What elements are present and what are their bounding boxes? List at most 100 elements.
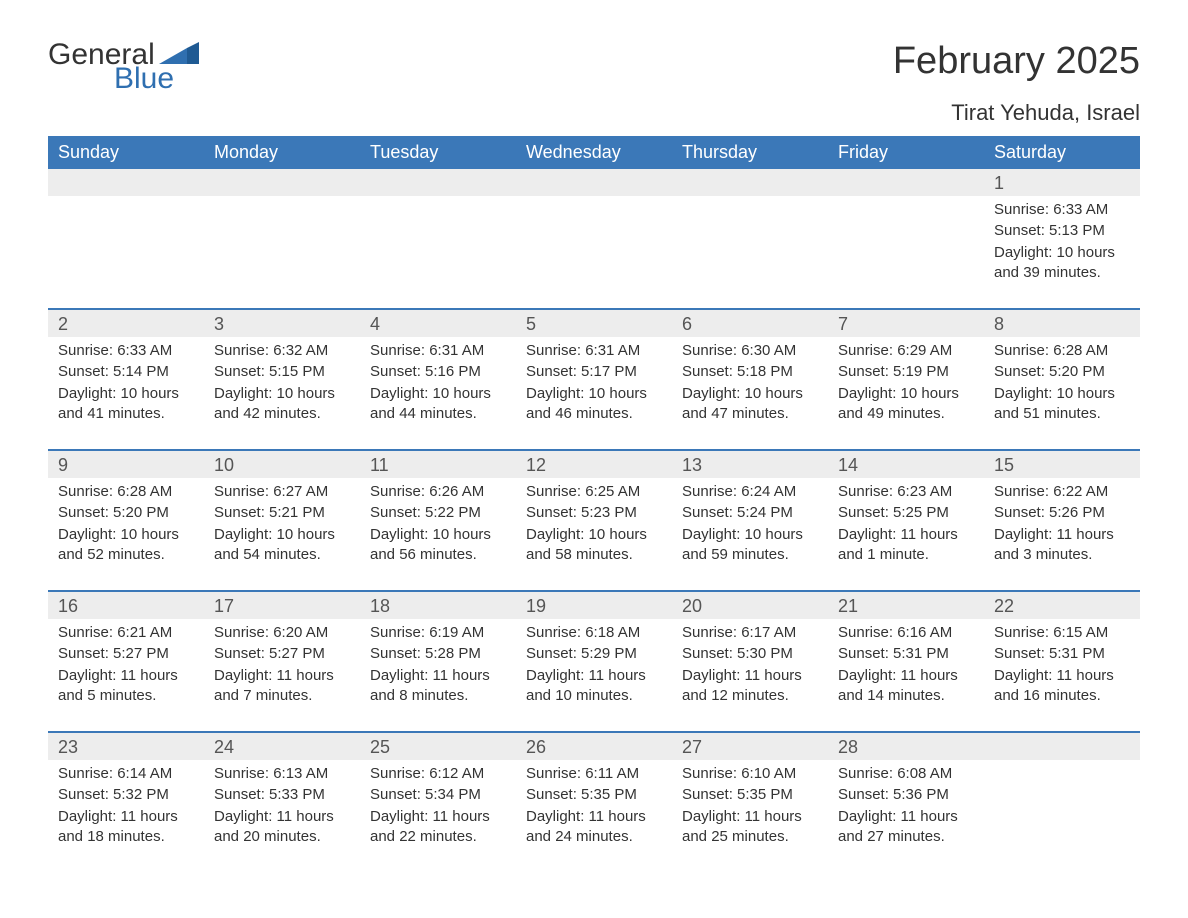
daylight-label: Daylight: 11 hours and 24 minutes.	[526, 807, 662, 848]
day-header: Friday	[828, 136, 984, 169]
daylight-label: Daylight: 10 hours and 41 minutes.	[58, 384, 194, 425]
day-content: Sunrise: 6:13 AMSunset: 5:33 PMDaylight:…	[204, 760, 360, 858]
day-number: 1	[984, 169, 1140, 196]
day-number	[828, 169, 984, 196]
day-content: Sunrise: 6:33 AMSunset: 5:14 PMDaylight:…	[48, 337, 204, 435]
day-content: Sunrise: 6:28 AMSunset: 5:20 PMDaylight:…	[984, 337, 1140, 435]
sunset-label: Sunset: 5:20 PM	[994, 362, 1130, 382]
calendar-cell: 2Sunrise: 6:33 AMSunset: 5:14 PMDaylight…	[48, 310, 204, 450]
sunrise-label: Sunrise: 6:12 AM	[370, 764, 506, 784]
daylight-label: Daylight: 10 hours and 54 minutes.	[214, 525, 350, 566]
page-title: February 2025	[893, 40, 1140, 83]
day-number: 26	[516, 733, 672, 760]
day-number: 16	[48, 592, 204, 619]
day-content: Sunrise: 6:25 AMSunset: 5:23 PMDaylight:…	[516, 478, 672, 576]
day-content	[672, 196, 828, 210]
day-content: Sunrise: 6:08 AMSunset: 5:36 PMDaylight:…	[828, 760, 984, 858]
day-content: Sunrise: 6:31 AMSunset: 5:17 PMDaylight:…	[516, 337, 672, 435]
sunrise-label: Sunrise: 6:19 AM	[370, 623, 506, 643]
calendar-cell: 14Sunrise: 6:23 AMSunset: 5:25 PMDayligh…	[828, 451, 984, 591]
calendar-cell: 6Sunrise: 6:30 AMSunset: 5:18 PMDaylight…	[672, 310, 828, 450]
calendar-cell	[48, 169, 204, 309]
day-content: Sunrise: 6:17 AMSunset: 5:30 PMDaylight:…	[672, 619, 828, 717]
sunset-label: Sunset: 5:13 PM	[994, 221, 1130, 241]
day-number: 12	[516, 451, 672, 478]
daylight-label: Daylight: 11 hours and 5 minutes.	[58, 666, 194, 707]
sunrise-label: Sunrise: 6:31 AM	[370, 341, 506, 361]
day-number: 17	[204, 592, 360, 619]
sunset-label: Sunset: 5:25 PM	[838, 503, 974, 523]
sunrise-label: Sunrise: 6:28 AM	[994, 341, 1130, 361]
calendar-cell: 25Sunrise: 6:12 AMSunset: 5:34 PMDayligh…	[360, 733, 516, 873]
day-content	[204, 196, 360, 210]
day-content	[984, 760, 1140, 774]
daylight-label: Daylight: 11 hours and 18 minutes.	[58, 807, 194, 848]
day-number: 24	[204, 733, 360, 760]
daylight-label: Daylight: 11 hours and 25 minutes.	[682, 807, 818, 848]
calendar-week: 1 Sunrise: 6:33 AMSunset: 5:13 PMDaylight…	[48, 169, 1140, 309]
sunrise-label: Sunrise: 6:31 AM	[526, 341, 662, 361]
day-number: 23	[48, 733, 204, 760]
sunset-label: Sunset: 5:29 PM	[526, 644, 662, 664]
calendar-cell: 8Sunrise: 6:28 AMSunset: 5:20 PMDaylight…	[984, 310, 1140, 450]
day-number: 7	[828, 310, 984, 337]
sunrise-label: Sunrise: 6:16 AM	[838, 623, 974, 643]
sunrise-label: Sunrise: 6:15 AM	[994, 623, 1130, 643]
sunset-label: Sunset: 5:15 PM	[214, 362, 350, 382]
calendar-cell: 10Sunrise: 6:27 AMSunset: 5:21 PMDayligh…	[204, 451, 360, 591]
day-number	[984, 733, 1140, 760]
day-number: 8	[984, 310, 1140, 337]
daylight-label: Daylight: 10 hours and 56 minutes.	[370, 525, 506, 566]
daylight-label: Daylight: 11 hours and 14 minutes.	[838, 666, 974, 707]
day-header-row: Sunday Monday Tuesday Wednesday Thursday…	[48, 136, 1140, 169]
calendar-cell: 5Sunrise: 6:31 AMSunset: 5:17 PMDaylight…	[516, 310, 672, 450]
day-number: 10	[204, 451, 360, 478]
sunrise-label: Sunrise: 6:08 AM	[838, 764, 974, 784]
calendar-cell	[516, 169, 672, 309]
day-number: 14	[828, 451, 984, 478]
day-content: Sunrise: 6:23 AMSunset: 5:25 PMDaylight:…	[828, 478, 984, 576]
day-number: 25	[360, 733, 516, 760]
day-content: Sunrise: 6:32 AMSunset: 5:15 PMDaylight:…	[204, 337, 360, 435]
sunrise-label: Sunrise: 6:30 AM	[682, 341, 818, 361]
calendar-week: 2Sunrise: 6:33 AMSunset: 5:14 PMDaylight…	[48, 310, 1140, 450]
day-content: Sunrise: 6:22 AMSunset: 5:26 PMDaylight:…	[984, 478, 1140, 576]
day-number: 5	[516, 310, 672, 337]
day-content: Sunrise: 6:12 AMSunset: 5:34 PMDaylight:…	[360, 760, 516, 858]
calendar-cell: 28Sunrise: 6:08 AMSunset: 5:36 PMDayligh…	[828, 733, 984, 873]
day-number: 18	[360, 592, 516, 619]
day-content	[516, 196, 672, 210]
daylight-label: Daylight: 11 hours and 7 minutes.	[214, 666, 350, 707]
calendar-cell: 4Sunrise: 6:31 AMSunset: 5:16 PMDaylight…	[360, 310, 516, 450]
day-content: Sunrise: 6:14 AMSunset: 5:32 PMDaylight:…	[48, 760, 204, 858]
sunset-label: Sunset: 5:20 PM	[58, 503, 194, 523]
sunset-label: Sunset: 5:22 PM	[370, 503, 506, 523]
day-content: Sunrise: 6:16 AMSunset: 5:31 PMDaylight:…	[828, 619, 984, 717]
daylight-label: Daylight: 10 hours and 49 minutes.	[838, 384, 974, 425]
day-content	[360, 196, 516, 210]
day-content: Sunrise: 6:19 AMSunset: 5:28 PMDaylight:…	[360, 619, 516, 717]
day-header: Sunday	[48, 136, 204, 169]
header: General Blue February 2025	[48, 40, 1140, 94]
sunrise-label: Sunrise: 6:26 AM	[370, 482, 506, 502]
sunrise-label: Sunrise: 6:14 AM	[58, 764, 194, 784]
sunset-label: Sunset: 5:35 PM	[682, 785, 818, 805]
daylight-label: Daylight: 10 hours and 52 minutes.	[58, 525, 194, 566]
sunrise-label: Sunrise: 6:11 AM	[526, 764, 662, 784]
calendar-cell	[984, 733, 1140, 873]
calendar-cell: 26Sunrise: 6:11 AMSunset: 5:35 PMDayligh…	[516, 733, 672, 873]
sunset-label: Sunset: 5:17 PM	[526, 362, 662, 382]
calendar-cell: 18Sunrise: 6:19 AMSunset: 5:28 PMDayligh…	[360, 592, 516, 732]
brand-word-2: Blue	[114, 64, 199, 94]
sunset-label: Sunset: 5:24 PM	[682, 503, 818, 523]
day-content: Sunrise: 6:28 AMSunset: 5:20 PMDaylight:…	[48, 478, 204, 576]
day-number: 9	[48, 451, 204, 478]
sunrise-label: Sunrise: 6:23 AM	[838, 482, 974, 502]
day-content: Sunrise: 6:24 AMSunset: 5:24 PMDaylight:…	[672, 478, 828, 576]
day-number: 13	[672, 451, 828, 478]
sunrise-label: Sunrise: 6:33 AM	[994, 200, 1130, 220]
sunset-label: Sunset: 5:19 PM	[838, 362, 974, 382]
daylight-label: Daylight: 10 hours and 39 minutes.	[994, 243, 1130, 284]
day-number	[204, 169, 360, 196]
calendar-cell	[360, 169, 516, 309]
